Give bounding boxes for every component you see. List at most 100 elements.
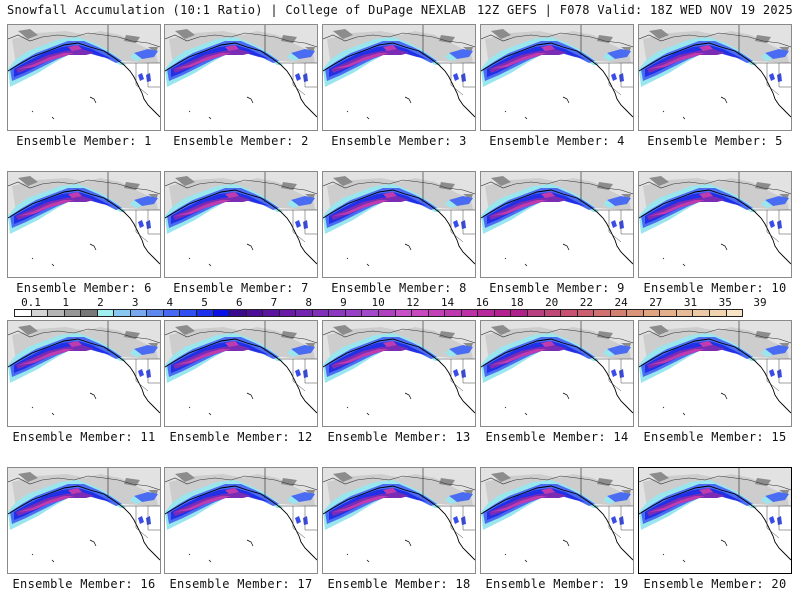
colorbar-tick-label: 1 — [62, 296, 70, 309]
snow-magenta — [649, 45, 713, 69]
coastline — [323, 42, 475, 118]
snowfall-map — [8, 321, 160, 416]
snow-magenta — [333, 192, 397, 216]
ensemble-map-panel[interactable] — [638, 467, 792, 574]
ensemble-map-panel[interactable] — [164, 467, 318, 574]
colorbar-segment — [361, 309, 380, 317]
snow-magenta — [491, 45, 555, 69]
hawaii-islands — [31, 243, 97, 267]
land-shading-dark — [175, 325, 315, 349]
state-borders — [292, 359, 317, 392]
ensemble-member-label: Ensemble Member: 8 — [331, 281, 467, 295]
snowfall-map — [323, 321, 475, 416]
ensemble-member-label: Ensemble Member: 20 — [643, 577, 787, 591]
state-borders — [608, 210, 633, 243]
snow-rockies-light — [287, 496, 299, 504]
ensemble-member-label: Ensemble Member: 9 — [489, 281, 625, 295]
ensemble-map-panel[interactable] — [480, 24, 634, 131]
state-borders — [135, 359, 160, 392]
land-shading-dark — [333, 325, 473, 349]
continent-west-us — [747, 208, 791, 264]
snow-rockies — [607, 492, 631, 502]
continent-west-us — [431, 357, 475, 413]
snow-purple — [647, 196, 725, 220]
hawaii-islands — [662, 392, 728, 416]
ensemble-map-panel[interactable] — [7, 320, 161, 427]
land-shading-dark — [175, 472, 315, 496]
land-shading-dark — [491, 325, 631, 349]
snowfall-map — [165, 468, 317, 563]
state-borders — [450, 210, 475, 243]
snow-purple — [489, 345, 567, 369]
ensemble-map-panel[interactable] — [164, 24, 318, 131]
snowfall-map — [639, 25, 791, 120]
land-shading-dark — [18, 325, 158, 349]
state-borders — [292, 506, 317, 539]
continent-west-us — [431, 504, 475, 560]
hawaii-islands — [346, 243, 412, 267]
state-borders — [450, 359, 475, 392]
snow-rockies — [134, 196, 158, 206]
hawaii-islands — [346, 392, 412, 416]
snow-purple — [489, 49, 567, 73]
ensemble-map-panel[interactable] — [638, 171, 792, 278]
ensemble-map-panel[interactable] — [480, 467, 634, 574]
colorbar-tick-label: 39 — [753, 296, 767, 309]
hawaii-islands — [346, 539, 412, 563]
snow-rockies-light — [445, 496, 457, 504]
colorbar-tick-label: 3 — [131, 296, 139, 309]
snow-magenta — [175, 341, 239, 365]
snow-purple — [16, 345, 94, 369]
state-borders — [766, 63, 791, 96]
ensemble-member-label: Ensemble Member: 3 — [331, 134, 467, 148]
land-shading-dark — [649, 472, 789, 496]
ensemble-map-panel[interactable] — [322, 467, 476, 574]
snowfall-map — [481, 468, 633, 563]
colorbar-segment — [675, 309, 694, 317]
continent-west-us — [589, 357, 633, 413]
coastline-north — [8, 32, 160, 48]
ensemble-map-panel[interactable] — [322, 320, 476, 427]
coastline-north — [639, 475, 791, 491]
colorbar-tick-label: 10 — [371, 296, 385, 309]
continent-west-us — [747, 61, 791, 117]
colorbar-segment — [493, 309, 512, 317]
ensemble-map-panel[interactable] — [480, 171, 634, 278]
land-shading-dark — [18, 176, 158, 200]
ensemble-map-panel[interactable] — [638, 320, 792, 427]
snow-purple — [331, 196, 409, 220]
state-borders — [292, 63, 317, 96]
snow-rockies — [134, 492, 158, 502]
snow-purple — [331, 492, 409, 516]
snow-rockies — [449, 49, 473, 59]
ensemble-map-panel[interactable] — [7, 467, 161, 574]
snow-purple — [16, 492, 94, 516]
ensemble-map-panel[interactable] — [480, 320, 634, 427]
ensemble-map-panel[interactable] — [164, 171, 318, 278]
snow-rockies-light — [761, 53, 773, 61]
coastline-north — [8, 328, 160, 344]
snow-rockies-light — [603, 496, 615, 504]
snow-rockies-light — [445, 200, 457, 208]
snow-purple — [173, 49, 251, 73]
ensemble-map-panel[interactable] — [322, 24, 476, 131]
ensemble-map-panel[interactable] — [7, 171, 161, 278]
snow-rockies-light — [761, 200, 773, 208]
colorbar-segment — [311, 309, 330, 317]
snow-rockies-light — [130, 53, 142, 61]
ensemble-map-panel[interactable] — [164, 320, 318, 427]
ensemble-map-panel[interactable] — [638, 24, 792, 131]
coastline — [639, 189, 791, 265]
colorbar-segment — [708, 309, 727, 317]
continent-west-us — [431, 208, 475, 264]
snowfall-map — [639, 321, 791, 416]
ensemble-map-panel[interactable] — [322, 171, 476, 278]
snowfall-map — [481, 172, 633, 267]
colorbar-segment — [444, 309, 462, 317]
colorbar-tick-label: 14 — [440, 296, 455, 309]
ensemble-map-panel[interactable] — [7, 24, 161, 131]
snow-magenta — [649, 488, 713, 512]
coastline-north — [8, 475, 160, 491]
chart-title: Snowfall Accumulation (10:1 Ratio) | Col… — [7, 3, 467, 17]
ensemble-member-label: Ensemble Member: 11 — [12, 430, 156, 444]
